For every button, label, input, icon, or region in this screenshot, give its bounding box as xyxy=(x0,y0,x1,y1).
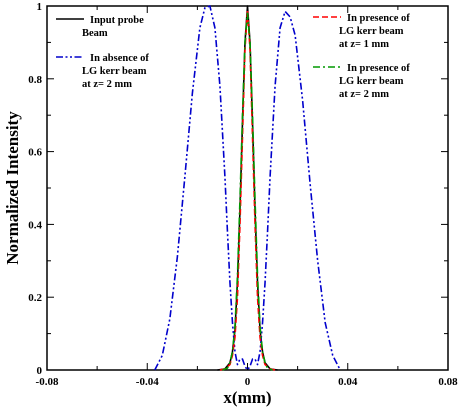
series-line-1 xyxy=(217,5,278,371)
legend: Input probe Beam In absence of LG kerr beam… xyxy=(56,13,410,100)
x-tick-label: 0 xyxy=(245,376,251,388)
legend-label-3: In presence of xyxy=(347,13,410,24)
x-axis-title: x(mm) xyxy=(223,388,271,407)
x-tick-label: 0.08 xyxy=(438,376,458,388)
x-tick-label: -0.08 xyxy=(36,376,59,388)
x-tick-label: -0.04 xyxy=(136,376,159,388)
tick-labels: -0.08 -0.04 0 0.04 0.08 0 0.2 0.4 0.6 0.8 1 xyxy=(28,1,458,388)
series-group xyxy=(154,5,341,371)
series-line-2 xyxy=(154,5,341,371)
x-tick-label: 0.04 xyxy=(338,376,358,388)
legend-label-1: Beam xyxy=(82,28,108,39)
y-tick-label: 0.6 xyxy=(28,147,42,159)
legend-label-3: at z= 1 mm xyxy=(339,39,389,50)
y-tick-label: 0.2 xyxy=(28,292,42,304)
y-tick-label: 0.4 xyxy=(28,219,42,231)
legend-label-2: at z= 2 mm xyxy=(82,79,132,90)
legend-label-4: at z= 2 mm xyxy=(339,89,389,100)
legend-label-4: In presence of xyxy=(347,63,410,74)
series-line-4 xyxy=(222,12,273,371)
legend-label-1: Input probe xyxy=(90,15,144,26)
y-tick-label: 0.8 xyxy=(28,74,42,86)
legend-label-4: LG kerr beam xyxy=(339,76,404,87)
y-tick-label: 0 xyxy=(37,365,43,377)
y-tick-label: 1 xyxy=(37,1,43,13)
legend-label-2: In absence of xyxy=(90,53,149,64)
legend-label-2: LG kerr beam xyxy=(82,66,147,77)
legend-label-3: LG kerr beam xyxy=(339,26,404,37)
y-axis-title: Normalized Intensity xyxy=(3,111,22,265)
series-line-3 xyxy=(219,8,276,371)
